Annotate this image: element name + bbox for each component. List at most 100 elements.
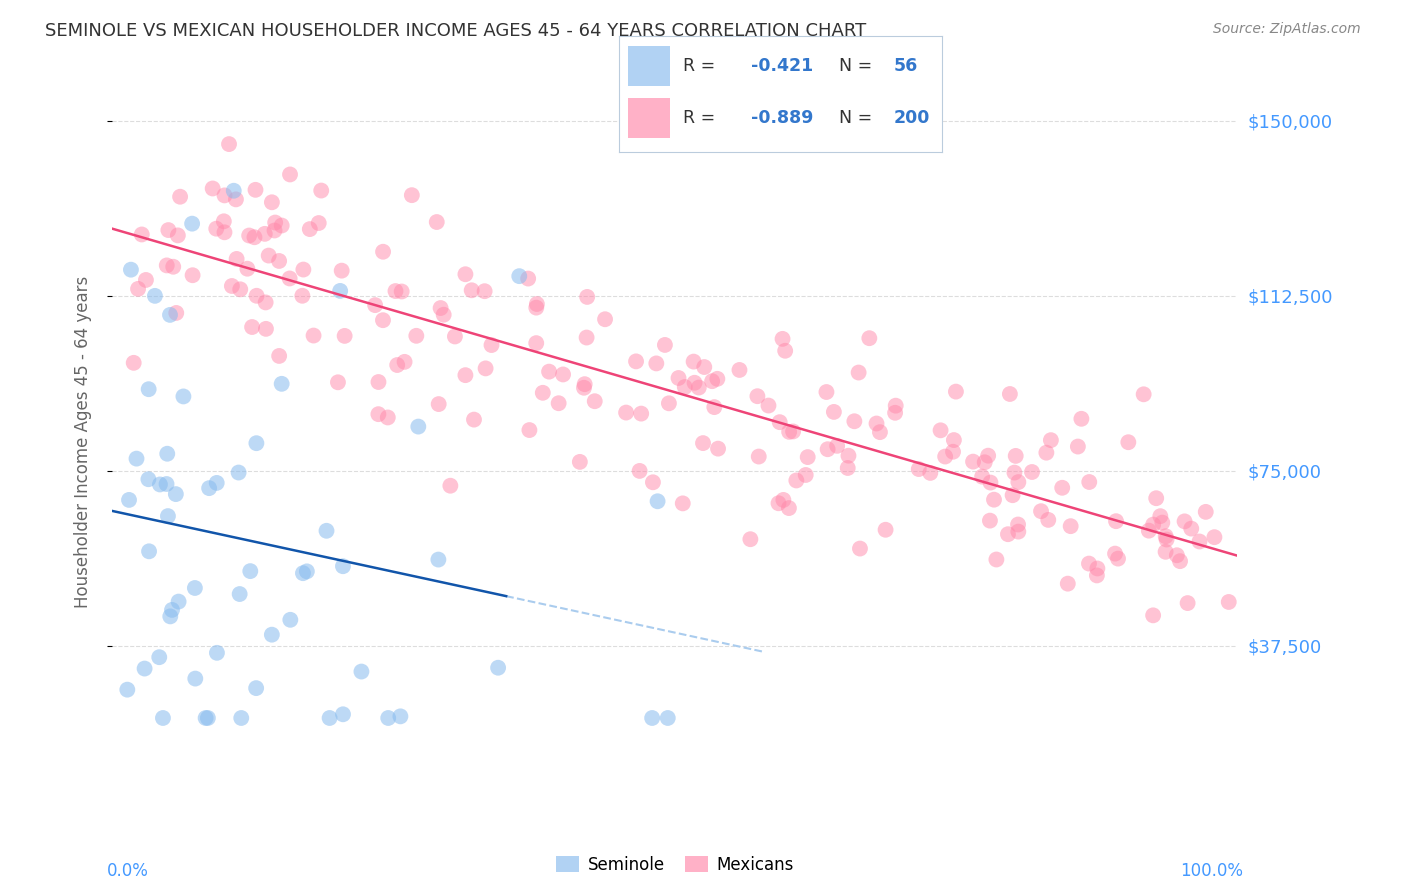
Point [524, 301, 547, 315]
Point [1078, 557, 1101, 571]
Point [683, 376, 706, 390]
Point [654, 338, 676, 352]
Point [269, 254, 291, 268]
Point [979, 514, 1001, 528]
Point [117, 682, 139, 697]
Point [1168, 554, 1191, 568]
Point [364, 298, 387, 312]
Point [942, 444, 965, 458]
Point [1050, 481, 1073, 495]
Point [197, 711, 219, 725]
Point [127, 282, 149, 296]
Point [983, 492, 1005, 507]
Point [575, 330, 598, 344]
Point [377, 410, 399, 425]
Point [350, 665, 373, 679]
Point [1004, 449, 1026, 463]
Point [1180, 522, 1202, 536]
Point [408, 419, 430, 434]
Point [135, 273, 157, 287]
Point [426, 215, 449, 229]
Point [401, 188, 423, 202]
Point [429, 301, 451, 315]
Point [181, 217, 204, 231]
Point [278, 271, 301, 285]
Point [1087, 561, 1109, 575]
Point [645, 356, 668, 370]
Point [972, 469, 994, 483]
Point [531, 385, 554, 400]
Point [1166, 548, 1188, 562]
Point [778, 501, 800, 516]
Point [212, 214, 235, 228]
Point [326, 376, 349, 390]
Point [229, 282, 252, 296]
Point [907, 462, 929, 476]
Point [688, 380, 710, 394]
Point [703, 400, 725, 414]
Point [1204, 530, 1226, 544]
Point [1152, 516, 1174, 530]
FancyBboxPatch shape [628, 98, 671, 137]
Point [551, 368, 574, 382]
Point [371, 244, 394, 259]
Point [367, 375, 389, 389]
Point [253, 227, 276, 241]
Point [1132, 387, 1154, 401]
Point [641, 475, 664, 490]
Point [817, 442, 839, 457]
Point [172, 389, 194, 403]
Point [298, 222, 321, 236]
Point [825, 439, 848, 453]
Point [225, 252, 247, 266]
Point [245, 681, 267, 695]
Point [270, 219, 292, 233]
Point [1218, 595, 1240, 609]
Point [454, 267, 477, 281]
Point [875, 523, 897, 537]
Point [246, 289, 269, 303]
Point [1039, 433, 1062, 447]
Point [433, 308, 456, 322]
Point [1149, 509, 1171, 524]
Point [240, 320, 263, 334]
Point [979, 475, 1001, 490]
Point [160, 603, 183, 617]
Point [184, 672, 207, 686]
Point [257, 249, 280, 263]
Point [225, 193, 247, 207]
Point [986, 552, 1008, 566]
Point [519, 423, 541, 437]
Point [1085, 568, 1108, 582]
Point [1007, 524, 1029, 539]
Point [707, 442, 730, 456]
Point [228, 587, 250, 601]
Point [524, 336, 547, 351]
Point [238, 228, 260, 243]
Point [329, 284, 352, 298]
Point [205, 646, 228, 660]
Point [239, 564, 262, 578]
Point [332, 707, 354, 722]
Point [394, 355, 416, 369]
Point [156, 447, 179, 461]
Point [1035, 445, 1057, 459]
Point [1137, 524, 1160, 538]
Point [772, 492, 794, 507]
Point [865, 417, 887, 431]
Point [138, 382, 160, 396]
Point [568, 455, 591, 469]
Point [391, 285, 413, 299]
Point [159, 609, 181, 624]
Point [330, 263, 353, 277]
Point [1107, 551, 1129, 566]
Point [1118, 435, 1140, 450]
Point [815, 384, 838, 399]
Point [785, 474, 807, 488]
Point [692, 436, 714, 450]
Point [869, 425, 891, 439]
Point [1142, 517, 1164, 532]
Point [706, 372, 728, 386]
Point [1105, 514, 1128, 528]
Point [427, 397, 450, 411]
